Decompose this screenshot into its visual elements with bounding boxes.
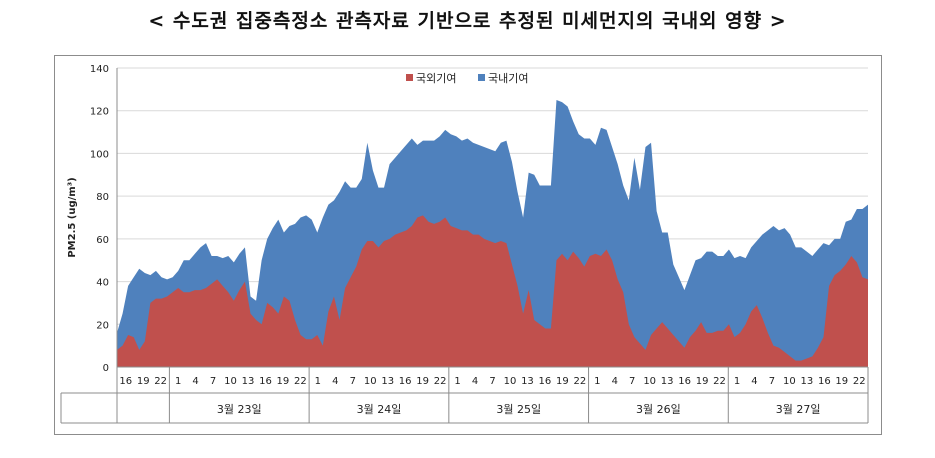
x-tick-label: 22 [154, 376, 167, 387]
page-title: < 수도권 집중측정소 관측자료 기반으로 추정된 미세먼지의 국내외 영향 > [148, 10, 787, 32]
y-tick-label: 20 [96, 320, 109, 331]
x-tick-label: 4 [612, 376, 618, 387]
x-tick-label: 10 [364, 376, 377, 387]
x-tick-label: 4 [751, 376, 757, 387]
x-tick-label: 16 [399, 376, 412, 387]
x-tick-label: 19 [137, 376, 150, 387]
x-tick-label: 7 [489, 376, 495, 387]
x-tick-label: 16 [119, 376, 132, 387]
y-tick-labels: 0 20 40 60 80 100 120 140 [90, 64, 109, 374]
x-tick-label: 7 [629, 376, 635, 387]
x-tick-label: 22 [573, 376, 586, 387]
x-tick-label: 13 [381, 376, 394, 387]
x-tick-label: 7 [210, 376, 216, 387]
x-tick-label: 13 [521, 376, 534, 387]
day-label: 3월 23일 [217, 402, 262, 416]
x-tick-label: 1 [594, 376, 600, 387]
x-tick-label: 22 [434, 376, 447, 387]
y-tick-label: 80 [96, 192, 109, 203]
x-tick-label: 13 [801, 376, 814, 387]
legend-label: 국외기여 [416, 72, 456, 85]
x-tick-label: 19 [556, 376, 569, 387]
x-tick-label: 10 [224, 376, 237, 387]
x-tick-label: 7 [350, 376, 356, 387]
x-tick-label: 16 [678, 376, 691, 387]
x-tick-label: 10 [643, 376, 656, 387]
x-tick-label: 22 [713, 376, 726, 387]
x-tick-label: 19 [835, 376, 848, 387]
chart-frame: 0 20 40 60 80 100 120 140 16 19 22 1 4 7 10 13 16 19 22 1 4… [54, 55, 882, 435]
x-tick-label: 13 [242, 376, 255, 387]
day-label: 3월 26일 [636, 402, 681, 416]
x-tick-label: 4 [192, 376, 198, 387]
x-tick-label: 19 [696, 376, 709, 387]
x-tick-label: 16 [259, 376, 272, 387]
x-tick-label: 16 [818, 376, 831, 387]
y-tick-label: 60 [96, 235, 109, 246]
x-tick-label: 10 [504, 376, 517, 387]
x-tick-label: 19 [416, 376, 429, 387]
day-group-axis: 3월 23일 3월 24일 3월 25일 3월 26일 3월 27일 [60, 367, 869, 424]
day-label: 3월 24일 [357, 402, 402, 416]
x-tick-labels: 16 19 22 1 4 7 10 13 16 19 22 1 4 7 10 13 16 19 22 1 4 7 10 13 1… [119, 376, 865, 387]
legend-label: 국내기여 [488, 72, 528, 85]
y-tick-label: 0 [103, 363, 109, 374]
x-tick-label: 4 [332, 376, 338, 387]
x-tick-label: 16 [539, 376, 552, 387]
x-tick-label: 13 [661, 376, 674, 387]
x-tick-label: 1 [454, 376, 460, 387]
y-tick-label: 140 [90, 64, 109, 75]
legend: 국외기여 국내기여 [406, 72, 528, 85]
x-tick-label: 1 [734, 376, 740, 387]
y-tick-label: 40 [96, 278, 109, 289]
series-domestic-area [117, 100, 868, 368]
x-tick-label: 19 [277, 376, 290, 387]
x-tick-label: 4 [472, 376, 478, 387]
day-label: 3월 25일 [496, 402, 541, 416]
x-tick-label: 1 [175, 376, 181, 387]
day-label: 3월 27일 [776, 402, 821, 416]
x-tick-label: 22 [853, 376, 866, 387]
x-tick-label: 22 [294, 376, 307, 387]
axis-layer [116, 68, 868, 368]
area-layer [117, 100, 868, 368]
legend-swatch [406, 74, 413, 81]
x-tick-label: 1 [315, 376, 321, 387]
y-tick-label: 120 [90, 107, 109, 118]
y-axis-label: PM2.5 (ug/m³) [67, 177, 78, 257]
x-tick-label: 10 [783, 376, 796, 387]
y-tick-label: 100 [90, 149, 109, 160]
legend-swatch [478, 74, 485, 81]
series-foreign-area [117, 215, 868, 367]
x-tick-label: 7 [769, 376, 775, 387]
